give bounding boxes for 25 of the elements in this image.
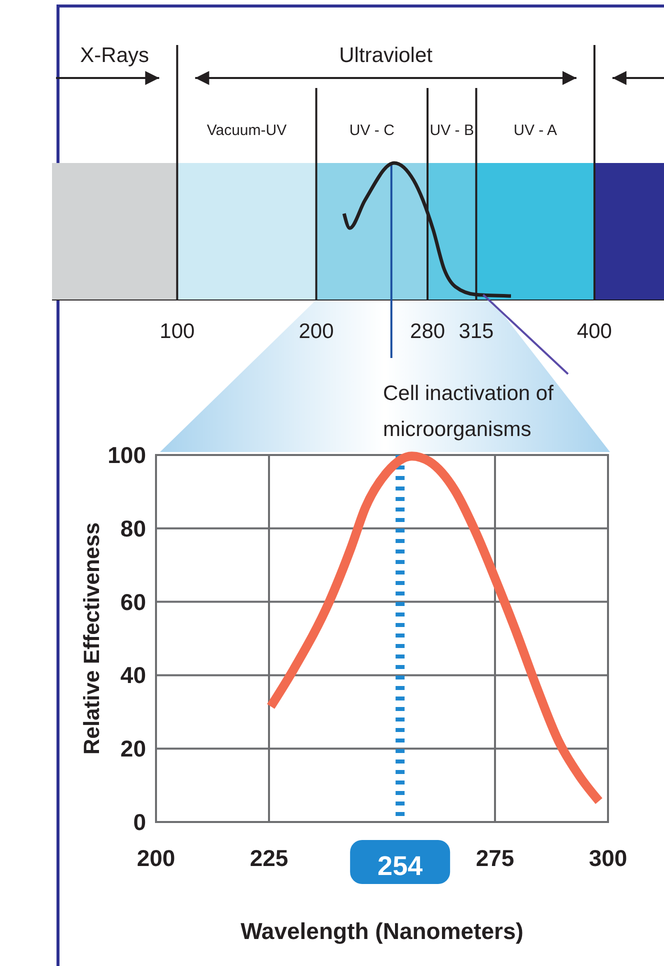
- band-label: Vacuum-UV: [206, 122, 287, 139]
- y-tick-label: 20: [120, 736, 146, 762]
- y-tick-label: 60: [120, 588, 146, 615]
- y-tick-label: 40: [120, 662, 146, 688]
- x-tick-label: 400: [576, 320, 612, 343]
- x-tick-label: 280: [410, 320, 446, 343]
- x-tick-label: 100: [160, 320, 195, 343]
- y-tick-label: 80: [120, 515, 146, 542]
- text: X-Rays: [80, 44, 150, 67]
- band-label: UV - C: [349, 122, 395, 139]
- y-axis-title: Relative Effectiveness: [79, 522, 104, 755]
- x-tick-label: 275: [476, 845, 514, 871]
- x-tick-label: 225: [250, 845, 288, 871]
- annotation: Cell inactivation of microorganisms: [383, 382, 554, 441]
- band-label: UV - A: [514, 122, 558, 139]
- x-tick-label: 300: [588, 845, 628, 871]
- x-axis-title: Wavelength (Nanometers): [240, 918, 524, 944]
- text: Ultraviolet: [339, 44, 433, 67]
- band-label: UV - B: [430, 122, 474, 139]
- y-tick-label: 0: [133, 809, 146, 835]
- y-tick-label: 100: [108, 442, 146, 468]
- x-tick-label: 200: [298, 320, 334, 343]
- x-tick-label: 200: [136, 845, 176, 871]
- x-tick-label: 315: [458, 320, 494, 343]
- ref-line-label: 254: [378, 851, 423, 881]
